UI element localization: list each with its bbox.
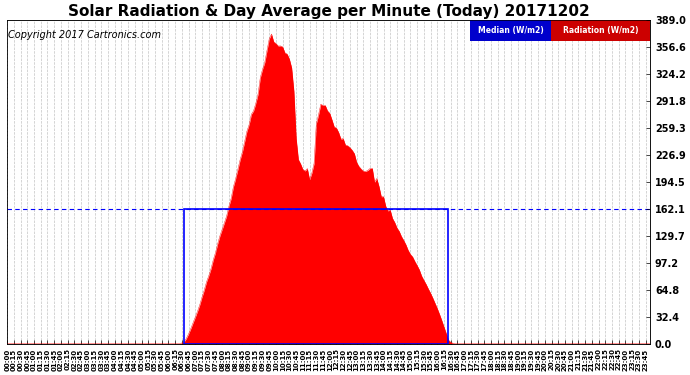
Text: Copyright 2017 Cartronics.com: Copyright 2017 Cartronics.com	[8, 30, 161, 40]
Bar	[184, 209, 448, 344]
Title: Solar Radiation & Day Average per Minute (Today) 20171202: Solar Radiation & Day Average per Minute…	[68, 4, 589, 19]
